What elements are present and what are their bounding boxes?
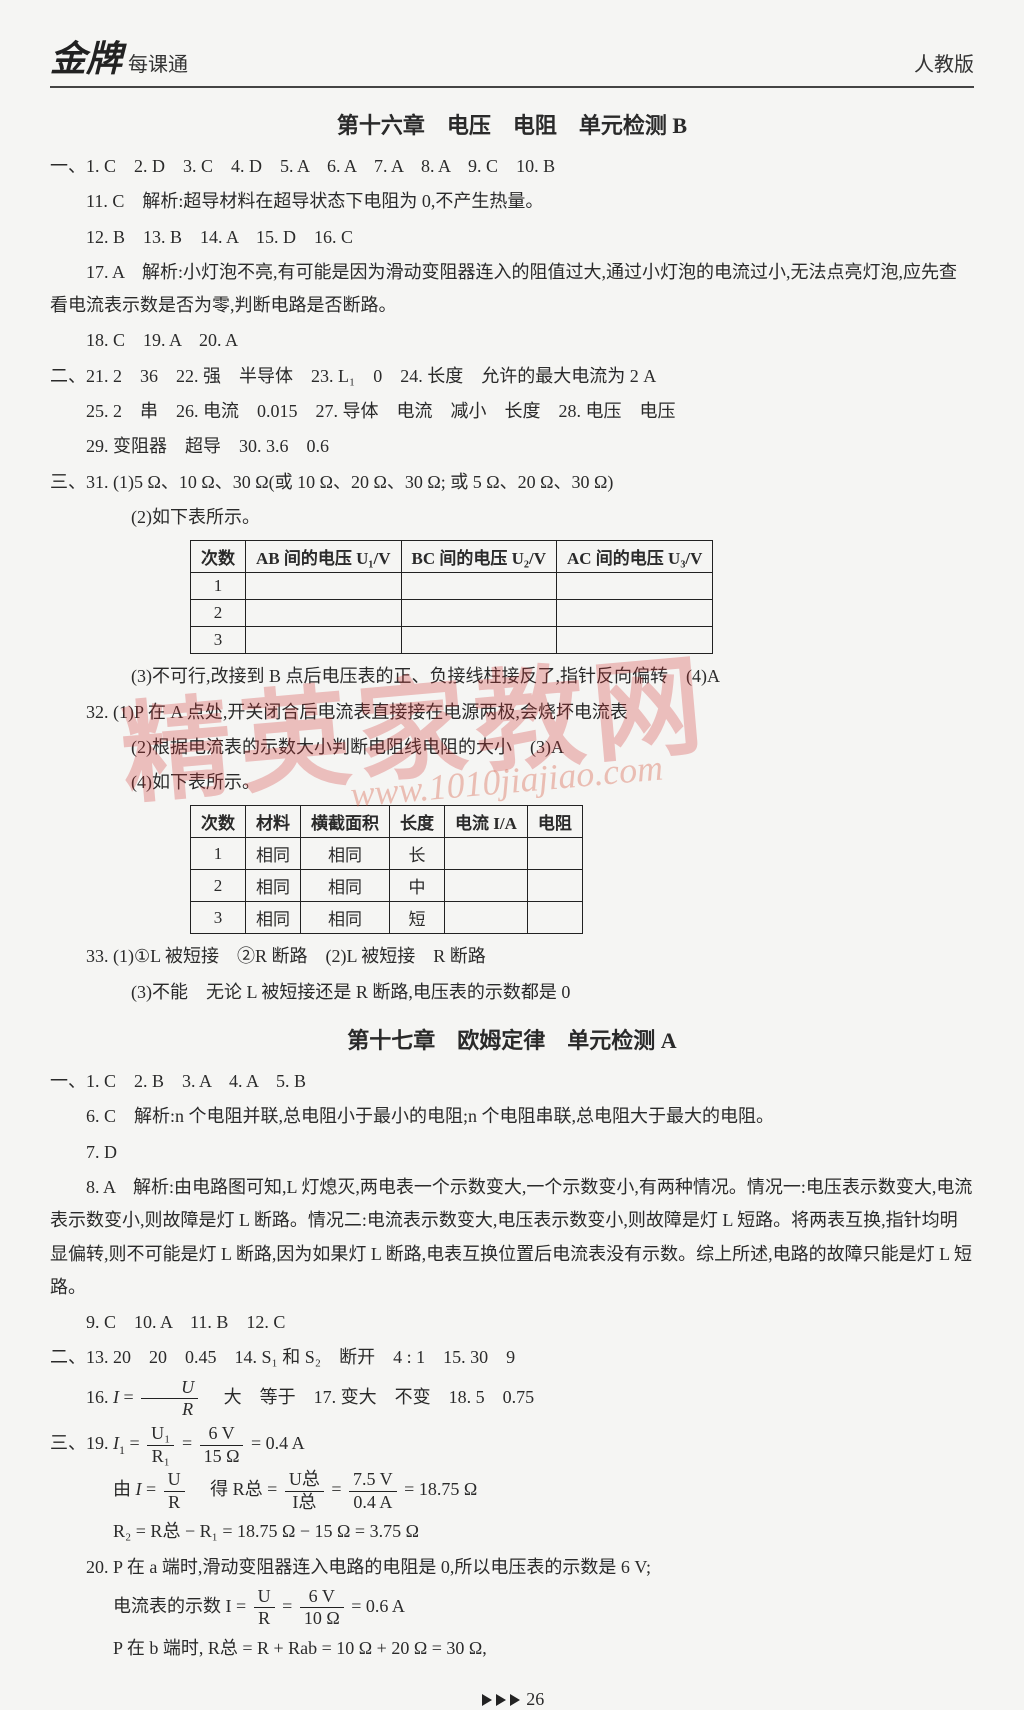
t2-r1c4: [445, 870, 528, 902]
t1-r1c3: [557, 600, 713, 627]
ch16-q31-2: (2)如下表所示。: [50, 501, 974, 534]
page-footer: 26: [50, 1689, 974, 1710]
ch17-q7: 7. D: [50, 1136, 974, 1169]
ch17-q16-18: 16. I = UR 大 等于 17. 变大 不变 18. 5 0.75: [50, 1377, 974, 1421]
table-q31: 次数 AB 间的电压 U₁/V BC 间的电压 U₂/V AC 间的电压 U₃/…: [190, 540, 713, 654]
t2-r0c1: 相同: [246, 838, 301, 870]
version-label: 人教版: [914, 48, 974, 77]
t1-r0c2: [401, 573, 557, 600]
t2-r1c3: 中: [390, 870, 445, 902]
table-q32: 次数 材料 横截面积 长度 电流 I/A 电阻 1相同相同长 2相同相同中 3相…: [190, 805, 583, 934]
t2-h0: 次数: [191, 806, 246, 838]
t2-h2: 横截面积: [301, 806, 390, 838]
ch17-s3-q19-l1: 三、19. I1 = U₁R₁ = 6 V15 Ω = 0.4 A: [50, 1423, 974, 1467]
t1-r0c1: [246, 573, 402, 600]
t2-r1c2: 相同: [301, 870, 390, 902]
ch16-s2-q29-30: 29. 变阻器 超导 30. 3.6 0.6: [50, 430, 974, 463]
ch16-s2-q25-28: 25. 2 串 26. 电流 0.015 27. 导体 电流 减小 长度 28.…: [50, 395, 974, 428]
t1-r2c3: [557, 627, 713, 654]
ch16-q33-1: 33. (1)①L 被短接 ②R 断路 (2)L 被短接 R 断路: [50, 940, 974, 973]
t2-h5: 电阻: [527, 806, 582, 838]
ch16-q32-2: (2)根据电流表的示数大小判断电阻线电阻的大小 (3)A: [50, 731, 974, 764]
ch17-q9-12: 9. C 10. A 11. B 12. C: [50, 1306, 974, 1339]
page-number: 26: [526, 1689, 544, 1709]
brand-block: 金牌 每课通: [50, 30, 188, 82]
ch17-q20-l3: P 在 b 端时, R总 = R + Rab = 10 Ω + 20 Ω = 3…: [50, 1632, 974, 1665]
ch17-q20-l1: 20. P 在 a 端时,滑动变阻器连入电路的电阻是 0,所以电压表的示数是 6…: [50, 1551, 974, 1584]
chapter-16-title: 第十六章 电压 电阻 单元检测 B: [50, 108, 974, 140]
page-header: 金牌 每课通 人教版: [50, 30, 974, 88]
t2-r1c5: [527, 870, 582, 902]
t2-r0c2: 相同: [301, 838, 390, 870]
t2-r2c3: 短: [390, 902, 445, 934]
t2-r1c1: 相同: [246, 870, 301, 902]
ch16-q18-20: 18. C 19. A 20. A: [50, 324, 974, 357]
brand-subtitle: 每课通: [128, 48, 188, 77]
ch16-s2-q21-24: 二、21. 2 36 22. 强 半导体 23. L₁ 0 24. 长度 允许的…: [50, 360, 974, 393]
chapter-17-title: 第十七章 欧姆定律 单元检测 A: [50, 1023, 974, 1055]
ch16-q17: 17. A 解析:小灯泡不亮,有可能是因为滑动变阻器连入的阻值过大,通过小灯泡的…: [50, 256, 974, 323]
ch16-q32-4: (4)如下表所示。: [50, 766, 974, 799]
t2-r2c4: [445, 902, 528, 934]
ch17-s1-q1-5: 一、1. C 2. B 3. A 4. A 5. B: [50, 1065, 974, 1098]
ch16-q12-16: 12. B 13. B 14. A 15. D 16. C: [50, 221, 974, 254]
t1-r2c1: [246, 627, 402, 654]
t2-r2c2: 相同: [301, 902, 390, 934]
t1-r1c1: [246, 600, 402, 627]
ch17-q19-l2: 由 I = UR 得 R总 = U总I总 = 7.5 V0.4 A = 18.7…: [50, 1469, 974, 1513]
ch16-q31-3: (3)不可行,改接到 B 点后电压表的正、负接线柱接反了,指针反向偏转 (4)A: [50, 660, 974, 693]
ch17-q8: 8. A 解析:由电路图可知,L 灯熄灭,两电表一个示数变大,一个示数变小,有两…: [50, 1171, 974, 1304]
t2-r2c5: [527, 902, 582, 934]
ch16-q33-3: (3)不能 无论 L 被短接还是 R 断路,电压表的示数都是 0: [50, 976, 974, 1009]
ch17-q6: 6. C 解析:n 个电阻并联,总电阻小于最小的电阻;n 个电阻串联,总电阻大于…: [50, 1100, 974, 1133]
ch16-s3-q31-1: 三、31. (1)5 Ω、10 Ω、30 Ω(或 10 Ω、20 Ω、30 Ω;…: [50, 466, 974, 499]
t2-h4: 电流 I/A: [445, 806, 528, 838]
t2-r1c0: 2: [191, 870, 246, 902]
ch17-q20-l2: 电流表的示数 I = UR = 6 V10 Ω = 0.6 A: [50, 1586, 974, 1630]
t1-r0c3: [557, 573, 713, 600]
t1-r1c2: [401, 600, 557, 627]
arrow-icon: [496, 1694, 506, 1706]
ch17-s2-q13-15: 二、13. 20 20 0.45 14. S₁ 和 S₂ 断开 4 : 1 15…: [50, 1341, 974, 1374]
t2-r0c5: [527, 838, 582, 870]
t1-r0c0: 1: [191, 573, 246, 600]
t2-h1: 材料: [246, 806, 301, 838]
t1-h1: AB 间的电压 U₁/V: [246, 541, 402, 573]
ch17-q19-l3: R₂ = R总 − R₁ = 18.75 Ω − 15 Ω = 3.75 Ω: [50, 1515, 974, 1548]
t2-r2c0: 3: [191, 902, 246, 934]
brand-logo: 金牌: [50, 30, 122, 82]
t2-r2c1: 相同: [246, 902, 301, 934]
t2-r0c0: 1: [191, 838, 246, 870]
arrow-icon: [482, 1694, 492, 1706]
t2-r0c4: [445, 838, 528, 870]
t2-r0c3: 长: [390, 838, 445, 870]
ch16-q11: 11. C 解析:超导材料在超导状态下电阻为 0,不产生热量。: [50, 185, 974, 218]
arrow-icon: [510, 1694, 520, 1706]
ch16-s1-answers: 一、1. C 2. D 3. C 4. D 5. A 6. A 7. A 8. …: [50, 150, 974, 183]
ch16-q32-1: 32. (1)P 在 A 点处,开关闭合后电流表直接接在电源两极,会烧坏电流表: [50, 696, 974, 729]
t2-h3: 长度: [390, 806, 445, 838]
t1-h0: 次数: [191, 541, 246, 573]
t1-r1c0: 2: [191, 600, 246, 627]
t1-h2: BC 间的电压 U₂/V: [401, 541, 557, 573]
t1-r2c0: 3: [191, 627, 246, 654]
t1-h3: AC 间的电压 U₃/V: [557, 541, 713, 573]
t1-r2c2: [401, 627, 557, 654]
